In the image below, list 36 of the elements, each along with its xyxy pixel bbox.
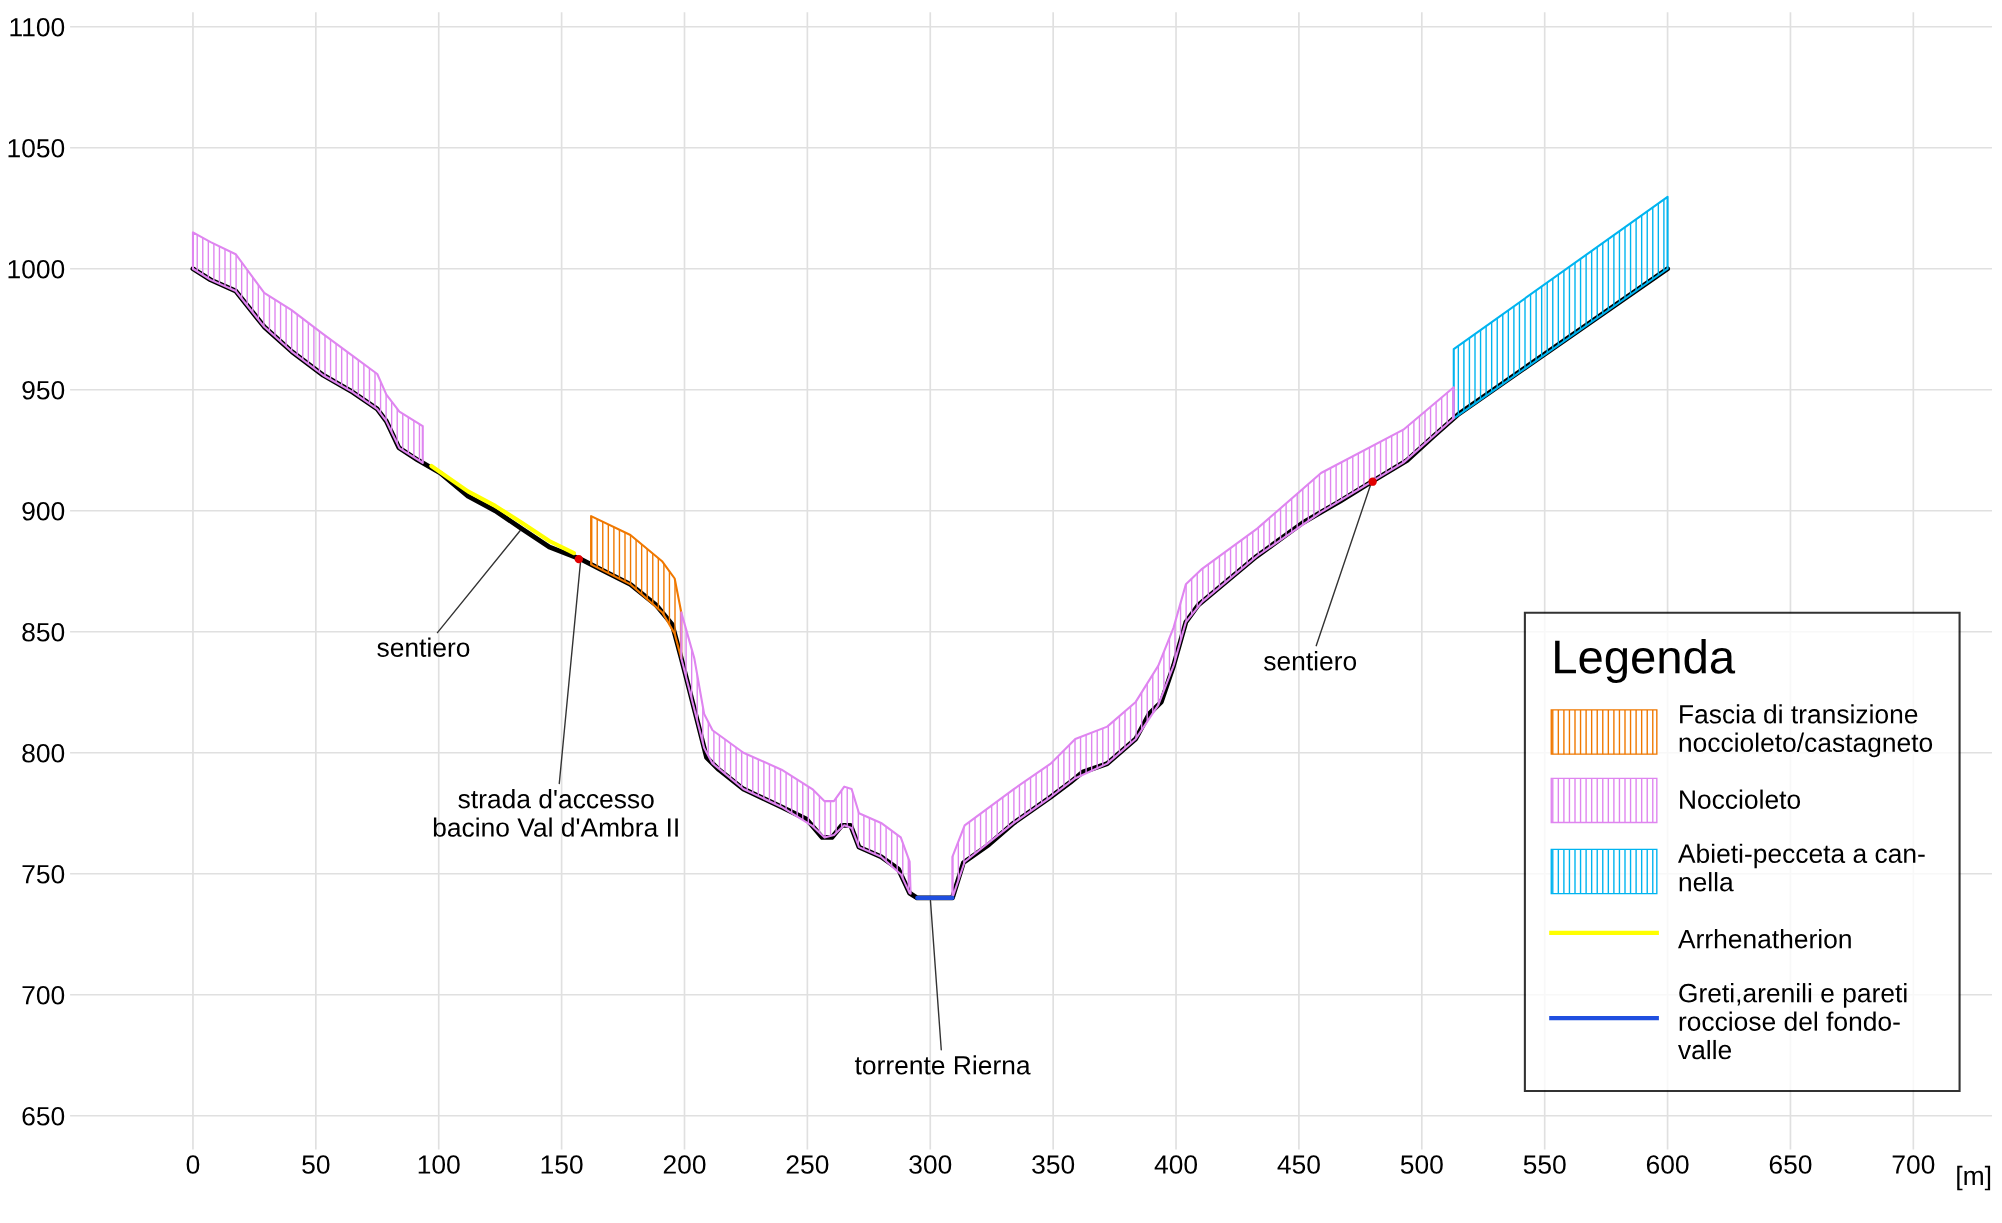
x-tick-label: 350 <box>1032 1155 1075 1174</box>
y-tick-label: 800 <box>22 743 65 763</box>
x-axis-title: [m] <box>1957 1165 1991 1191</box>
x-tick-label: 200 <box>663 1155 706 1174</box>
legend-label: Arrhenatherion <box>1677 929 1851 949</box>
y-tick-label: 1050 <box>8 138 65 158</box>
y-tick-label: 850 <box>22 622 65 642</box>
x-tick-label: 450 <box>1277 1155 1320 1174</box>
x-tick-label: 100 <box>418 1155 460 1174</box>
x-tick-label: 500 <box>1400 1155 1443 1174</box>
x-tick-label: 0 <box>186 1155 200 1174</box>
x-tick-label: 250 <box>786 1155 829 1174</box>
x-tick-label: 650 <box>1769 1155 1812 1174</box>
y-tick-label: 1100 <box>10 17 65 37</box>
annotation: sentiero <box>377 637 470 657</box>
x-tick-label: 50 <box>302 1155 330 1174</box>
y-tick-label: 650 <box>22 1106 65 1126</box>
x-tick-label: 400 <box>1154 1155 1198 1174</box>
annotation: torrente Rierna <box>854 1055 1031 1075</box>
x-tick-label: 600 <box>1646 1155 1689 1174</box>
x-tick-label: 550 <box>1523 1155 1566 1174</box>
legend-title: Legenda <box>1555 639 1736 684</box>
legend-label: Noccioleto <box>1680 789 1801 809</box>
legend-label: Fascia di transizione noccioleto/castagneto <box>1679 704 1933 758</box>
annotation: strada d'accesso bacino Val d'Ambra II <box>433 789 678 837</box>
legend-label: Abieti-pecceta a can- nella <box>1677 843 1925 892</box>
y-tick-label: 1000 <box>8 259 65 279</box>
legend-label: Greti,arenili e pareti rocciose del fondo- valle <box>1678 983 1907 1060</box>
x-tick-label: 300 <box>909 1155 952 1174</box>
y-tick-label: 700 <box>22 985 65 1005</box>
x-tick-label: 700 <box>1892 1155 1935 1174</box>
y-tick-label: 950 <box>22 380 65 400</box>
y-tick-label: 900 <box>22 501 65 521</box>
annotation: sentiero <box>1264 651 1357 671</box>
y-tick-label: 750 <box>22 864 65 884</box>
x-tick-label: 150 <box>541 1155 583 1174</box>
